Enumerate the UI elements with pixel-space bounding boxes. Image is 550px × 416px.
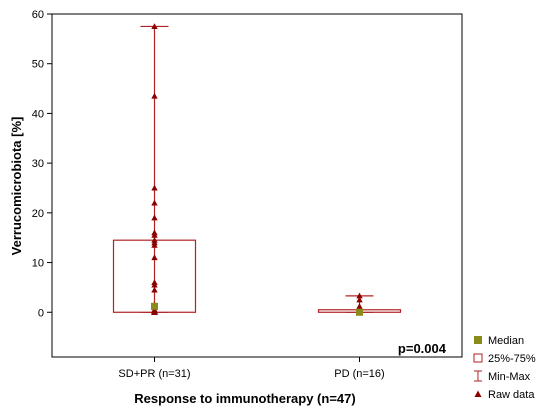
y-tick-label: 10 <box>32 258 44 270</box>
raw-data-point <box>151 281 158 288</box>
plot-area-border <box>51 13 463 358</box>
raw-data-point <box>151 184 158 191</box>
y-axis-title: Verrucomicrobiota [%] <box>9 117 24 256</box>
raw-data-point <box>151 232 158 238</box>
legend-item: Raw data <box>474 389 535 401</box>
raw-data-point <box>151 199 158 206</box>
x-tick-label: PD (n=16) <box>334 368 384 380</box>
legend-raw-symbol <box>474 390 482 397</box>
legend-item: Min-Max <box>474 370 531 383</box>
x-tick-label: SD+PR (n=31) <box>118 368 190 380</box>
y-tick-label: 40 <box>32 108 44 120</box>
raw-data-point <box>356 296 363 303</box>
x-axis-title: Response to immunotherapy (n=47) <box>134 391 355 406</box>
legend-box-symbol <box>473 353 483 363</box>
legend-label: 25%-75% <box>488 353 536 365</box>
legend-label: Min-Max <box>488 371 531 383</box>
legend: Median 25%-75% Min-Max Raw data <box>473 335 536 401</box>
raw-data-point <box>151 92 158 99</box>
legend-median-symbol <box>474 336 482 344</box>
raw-data-point <box>151 254 158 261</box>
x-axis: SD+PR (n=31) PD (n=16) <box>118 357 385 380</box>
raw-data-point <box>151 241 158 248</box>
legend-item: Median <box>474 335 524 347</box>
legend-label: Median <box>488 335 524 347</box>
box-group <box>317 292 402 316</box>
y-tick-label: 50 <box>32 59 44 71</box>
raw-data-point <box>151 286 158 293</box>
p-value-annotation: p=0.004 <box>398 341 447 356</box>
plot-frame <box>51 13 463 358</box>
y-tick-label: 20 <box>32 208 44 220</box>
raw-data-point <box>151 214 158 221</box>
box-group <box>112 23 197 315</box>
boxes <box>112 23 402 316</box>
median-marker <box>151 302 158 310</box>
y-axis: 0 10 20 30 40 50 60 <box>32 9 52 319</box>
y-tick-label: 0 <box>38 307 44 319</box>
raw-data-point <box>151 309 158 315</box>
raw-data-point <box>356 303 363 309</box>
raw-data-point <box>151 23 158 29</box>
legend-label: Raw data <box>488 389 535 401</box>
y-tick-label: 60 <box>32 9 44 21</box>
raw-data-point <box>356 292 363 299</box>
legend-item: 25%-75% <box>473 353 536 365</box>
median-marker <box>356 308 363 316</box>
y-tick-label: 30 <box>32 158 44 170</box>
